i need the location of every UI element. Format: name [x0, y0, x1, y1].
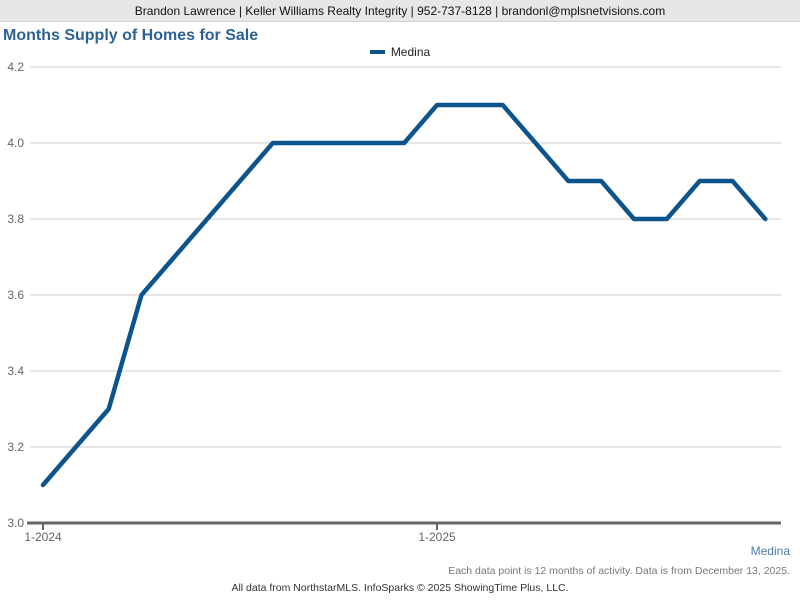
y-axis-label: 3.0 [7, 516, 24, 530]
y-axis-label: 3.2 [7, 440, 24, 454]
y-axis-label: 4.0 [7, 136, 24, 150]
legend-label: Medina [390, 45, 431, 59]
contact-header-bar: Brandon Lawrence | Keller Williams Realt… [0, 0, 800, 22]
footer-note: Each data point is 12 months of activity… [448, 565, 790, 577]
x-tick-label: 1-2024 [24, 530, 62, 544]
footer-series-label: Medina [750, 544, 790, 558]
x-tick-label: 1-2025 [418, 530, 456, 544]
page-title: Months Supply of Homes for Sale [3, 27, 259, 44]
legend-line-swatch [369, 50, 385, 54]
footer-attribution: All data from NorthstarMLS. InfoSparks ©… [231, 582, 569, 594]
y-axis-label: 3.4 [7, 364, 24, 378]
contact-text: Brandon Lawrence | Keller Williams Realt… [134, 4, 666, 18]
chart-legend: Medina [0, 45, 800, 59]
y-axis-label: 4.2 [7, 60, 24, 74]
y-axis-label: 3.6 [7, 288, 24, 302]
series-line-medina [40, 102, 768, 488]
y-axis-label: 3.8 [7, 212, 24, 226]
